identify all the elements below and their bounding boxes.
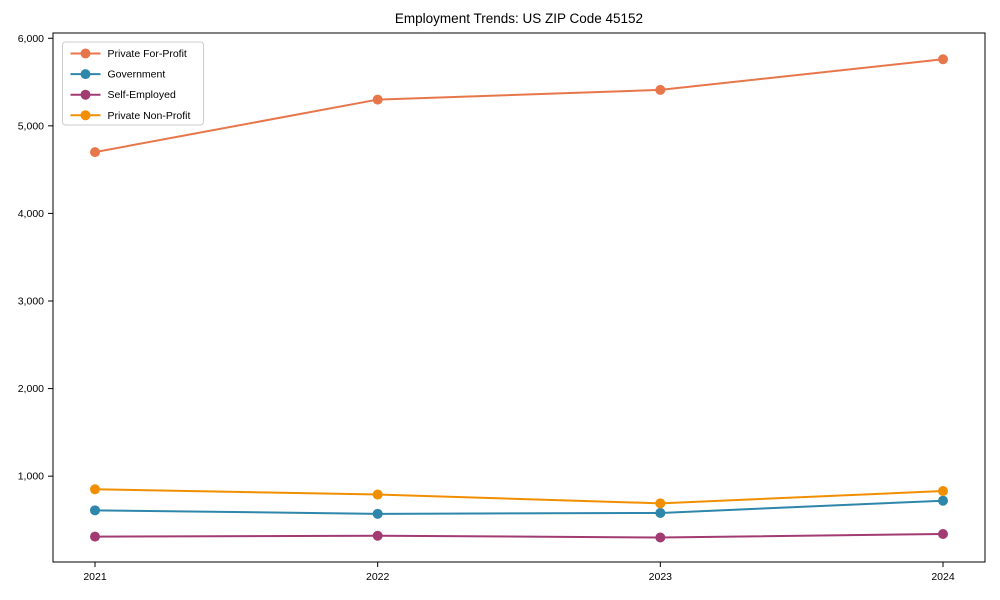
data-point-private-non-profit — [655, 498, 666, 509]
legend-marker-government — [80, 69, 91, 80]
legend-label-government: Government — [108, 69, 166, 81]
data-point-government — [938, 495, 948, 506]
data-point-private-for-profit — [655, 84, 666, 95]
y-tick-label: 5,000 — [18, 120, 44, 132]
data-point-self-employed — [938, 528, 948, 539]
x-tick-label: 2022 — [366, 571, 390, 583]
y-tick-label: 1,000 — [18, 471, 44, 483]
chart-title: Employment Trends: US ZIP Code 45152 — [394, 11, 644, 26]
data-point-private-for-profit — [938, 54, 948, 65]
series-line-private-non-profit — [94, 488, 944, 505]
x-tick-label: 2024 — [931, 571, 955, 583]
data-point-government — [655, 507, 666, 518]
data-point-government — [90, 505, 100, 516]
data-point-government — [372, 508, 383, 519]
data-point-self-employed — [90, 531, 100, 542]
series-line-government — [94, 499, 944, 515]
data-point-private-non-profit — [372, 489, 383, 500]
x-tick-label: 2023 — [649, 571, 673, 583]
x-tick-label: 2021 — [83, 571, 107, 583]
data-point-private-for-profit — [90, 147, 100, 158]
legend-label-self-employed: Self-Employed — [108, 89, 176, 101]
legend-marker-private-non-profit — [80, 110, 91, 121]
legend-marker-self-employed — [80, 89, 91, 100]
plot-frame — [52, 32, 986, 563]
y-tick-label: 6,000 — [18, 33, 44, 45]
data-point-self-employed — [655, 532, 666, 543]
legend-label-private-non-profit: Private Non-Profit — [108, 110, 191, 122]
series-line-private-for-profit — [94, 58, 944, 154]
data-point-private-for-profit — [372, 94, 383, 105]
y-tick-label: 3,000 — [18, 296, 44, 308]
legend-marker-private-for-profit — [80, 48, 91, 59]
series-line-self-employed — [94, 532, 944, 539]
data-point-self-employed — [372, 530, 383, 541]
data-point-private-non-profit — [90, 484, 100, 495]
legend-label-private-for-profit: Private For-Profit — [108, 48, 187, 60]
legend-box — [62, 41, 204, 126]
y-tick-label: 2,000 — [18, 383, 44, 395]
y-tick-label: 4,000 — [18, 208, 44, 220]
data-point-private-non-profit — [938, 486, 948, 497]
